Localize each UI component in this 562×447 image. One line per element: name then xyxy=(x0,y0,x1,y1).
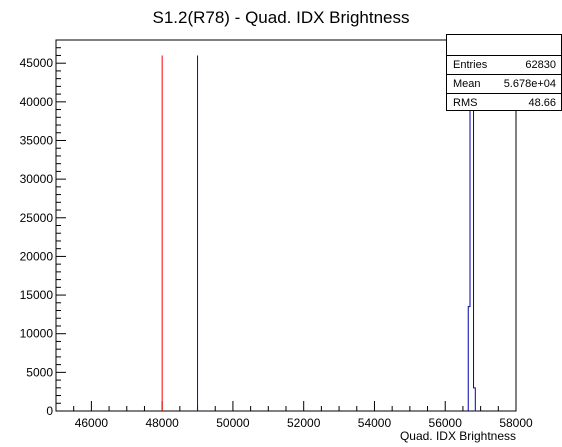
stats-entries-row: Entries 62830 xyxy=(447,56,561,74)
stats-entries-value: 62830 xyxy=(525,56,556,74)
stats-rms-value: 48.66 xyxy=(528,94,556,112)
stats-mean-label: Mean xyxy=(453,75,481,93)
y-tick-label: 15000 xyxy=(20,288,54,302)
x-axis-label: Quad. IDX Brightness xyxy=(400,429,516,443)
stats-mean-row: Mean 5.678e+04 xyxy=(447,74,561,93)
x-tick-label: 46000 xyxy=(75,416,109,430)
y-tick-label: 45000 xyxy=(20,56,54,70)
x-tick-label: 52000 xyxy=(287,416,321,430)
stats-entries-label: Entries xyxy=(453,56,487,74)
y-tick-label: 5000 xyxy=(26,365,53,379)
stats-mean-value: 5.678e+04 xyxy=(504,75,556,93)
y-tick-label: 25000 xyxy=(20,211,54,225)
stats-box: Entries 62830 Mean 5.678e+04 RMS 48.66 xyxy=(446,34,562,111)
y-tick-label: 40000 xyxy=(20,95,54,109)
histogram-series xyxy=(468,63,477,411)
x-tick-label: 56000 xyxy=(429,416,463,430)
y-tick-label: 30000 xyxy=(20,172,54,186)
y-tick-label: 10000 xyxy=(20,327,54,341)
stats-rms-row: RMS 48.66 xyxy=(447,93,561,112)
x-tick-label: 50000 xyxy=(216,416,250,430)
y-tick-label: 0 xyxy=(46,404,53,418)
x-tick-label: 54000 xyxy=(358,416,392,430)
stats-header xyxy=(447,35,561,56)
stats-rms-label: RMS xyxy=(453,94,477,112)
y-tick-label: 35000 xyxy=(20,133,54,147)
y-tick-label: 20000 xyxy=(20,249,54,263)
x-tick-label: 58000 xyxy=(499,416,533,430)
x-tick-label: 48000 xyxy=(145,416,179,430)
